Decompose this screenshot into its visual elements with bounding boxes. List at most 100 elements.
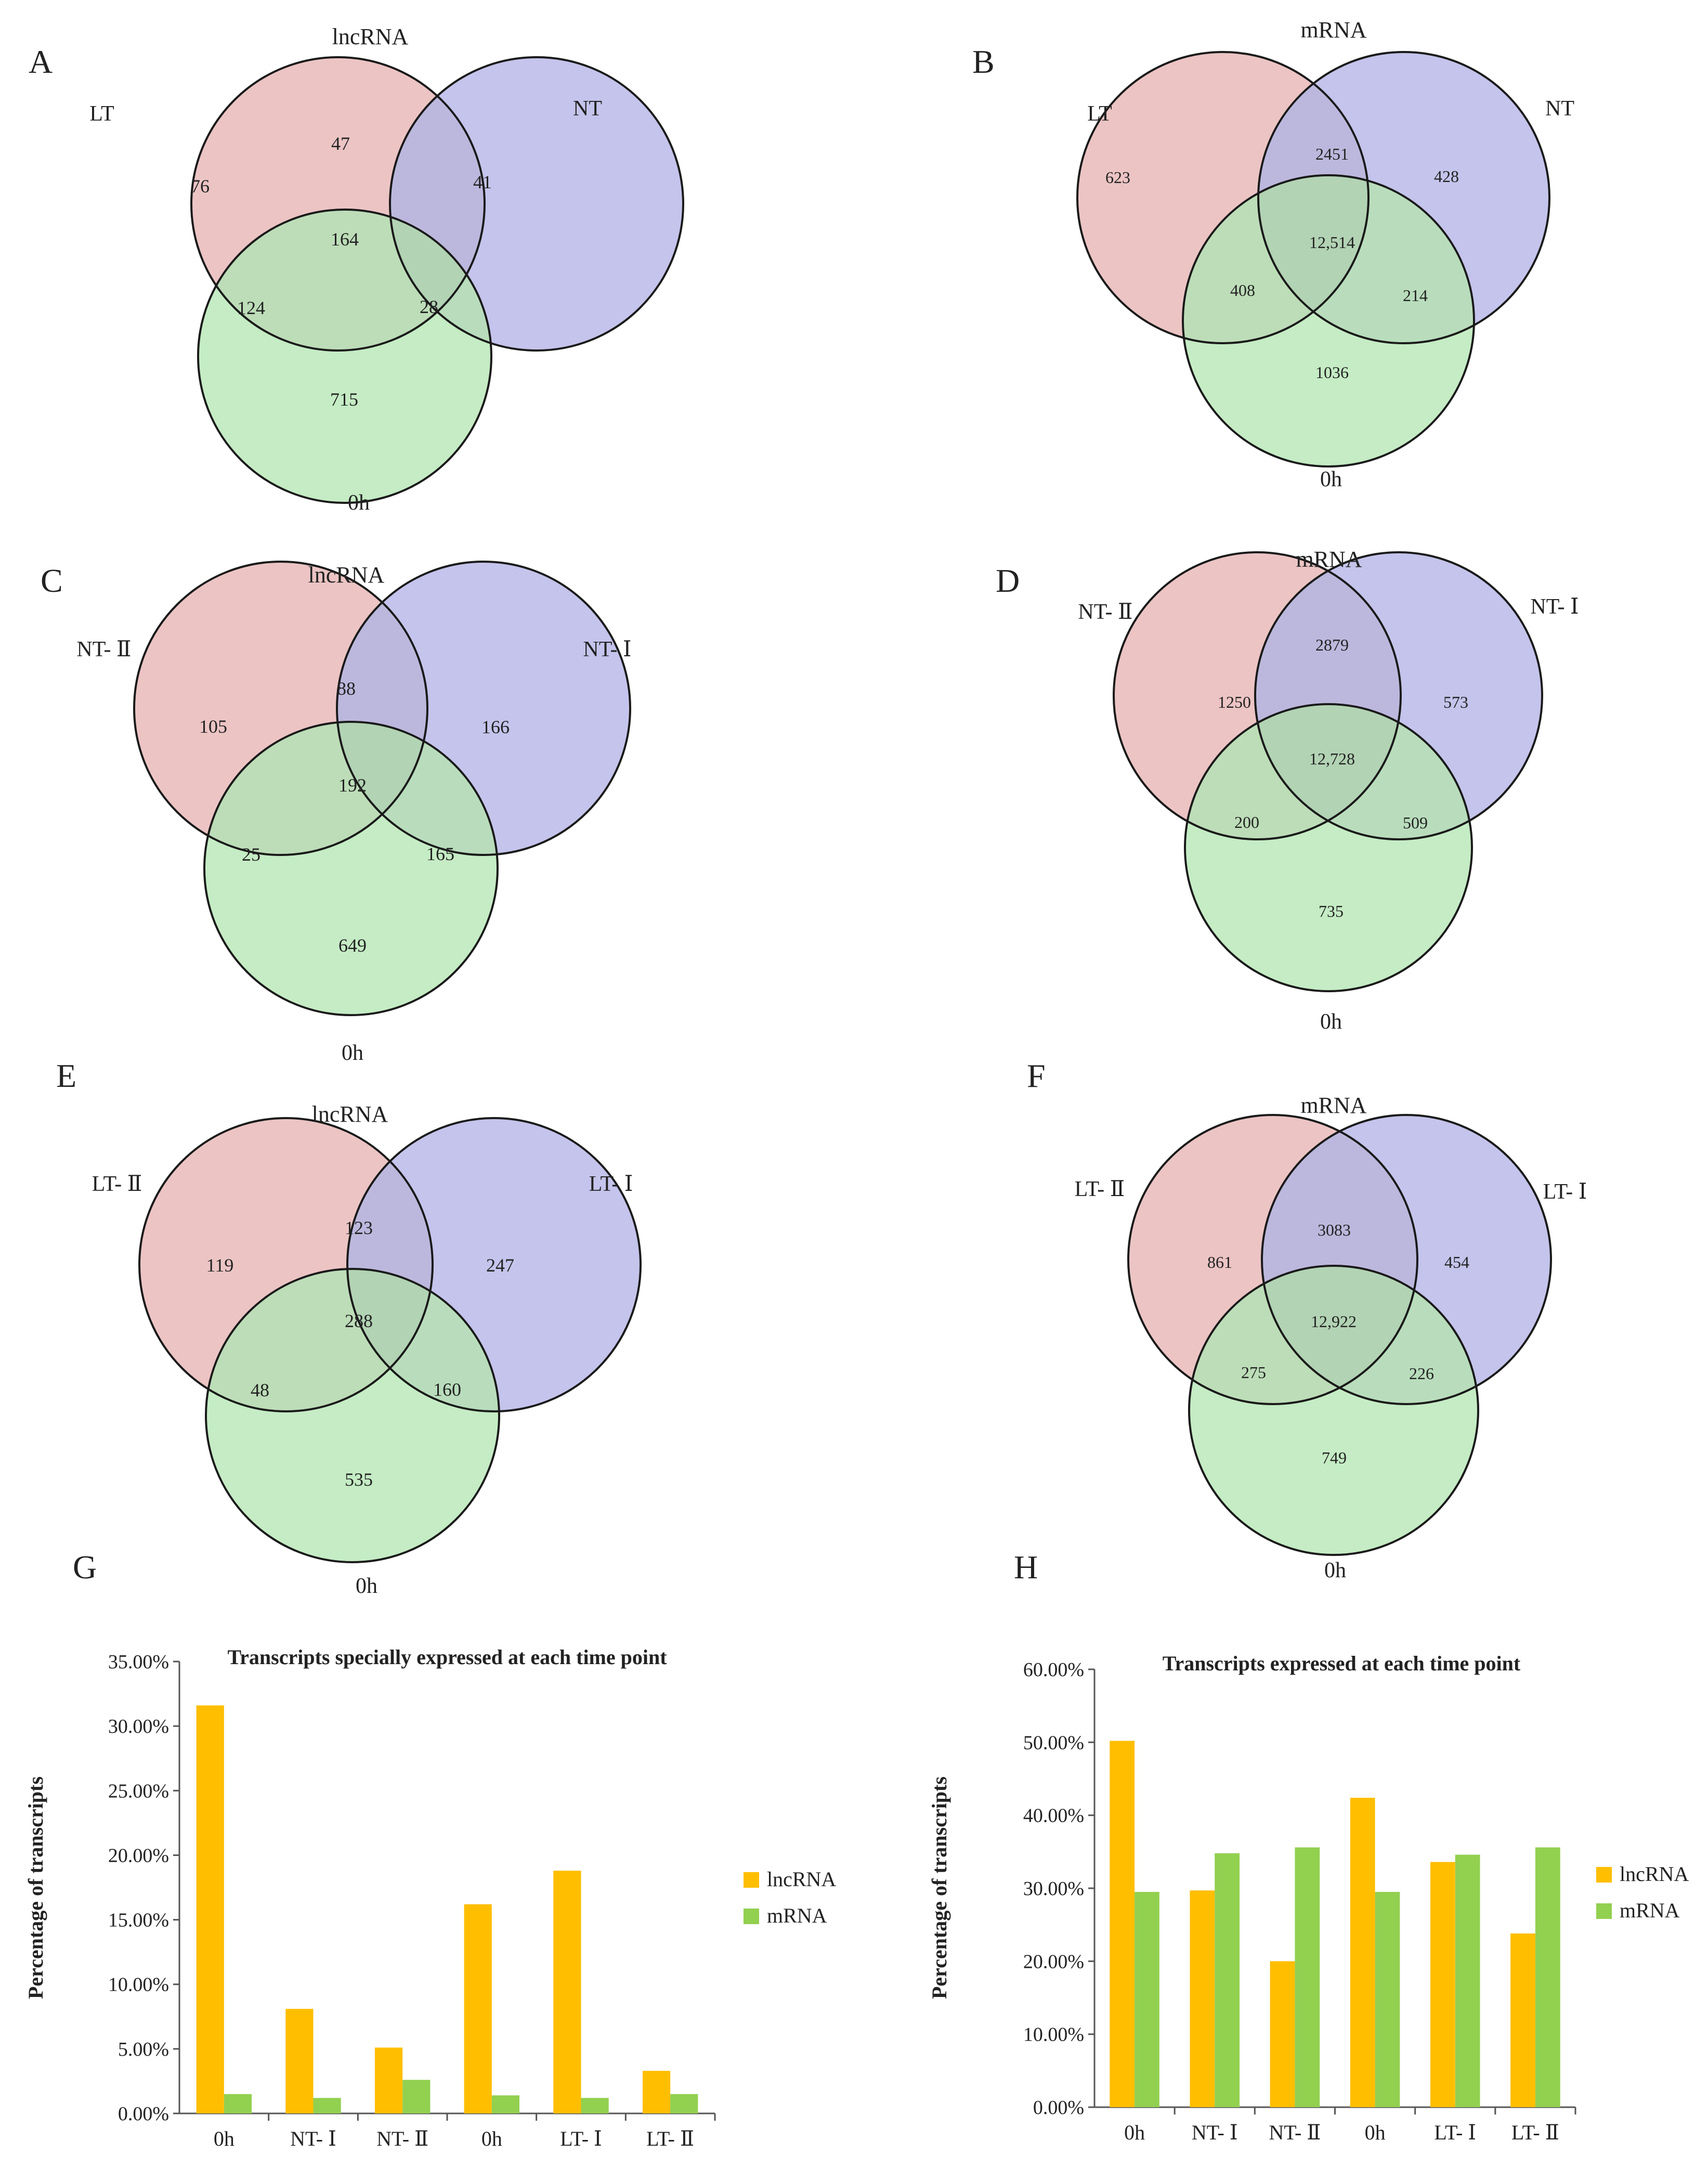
bar-mrna — [1455, 1854, 1480, 2107]
region-count-right-bottom: 160 — [433, 1379, 461, 1400]
bar-lncrna — [196, 1705, 224, 2113]
bar-chart-h: H Transcripts expressed at each time poin… — [928, 1549, 1689, 2144]
region-count-bottom-only: 1036 — [1315, 363, 1349, 382]
panel-letter: H — [1014, 1549, 1038, 1586]
y-tick-label: 0.00% — [118, 2103, 169, 2125]
venn-circle-outline — [1257, 51, 1550, 344]
region-count-left-bottom: 408 — [1230, 281, 1255, 300]
venn-circle-tint — [1183, 175, 1474, 466]
venn-circle-outline — [1182, 174, 1475, 468]
venn-circle-tint — [1258, 52, 1549, 343]
bar-mrna — [670, 2094, 698, 2113]
region-count-right-bottom: 509 — [1403, 813, 1428, 832]
venn-circle-tint — [1189, 1266, 1478, 1555]
region-count-right-bottom: 226 — [1409, 1364, 1434, 1383]
venn-circle-outline — [190, 56, 486, 352]
x-tick-label: NT- Ⅱ — [1269, 2121, 1321, 2144]
venn-circle-bottom — [198, 210, 491, 503]
y-tick-label: 25.00% — [108, 1780, 169, 1802]
bar-lncrna — [553, 1871, 581, 2113]
region-count-right-only: 428 — [1434, 167, 1459, 186]
region-count-left-bottom: 275 — [1241, 1363, 1266, 1382]
venn-circle-tint — [206, 1269, 499, 1562]
x-tick-label: 0h — [481, 2127, 502, 2150]
set-label-right: NT- Ⅰ — [1530, 595, 1579, 619]
x-tick-label: 0h — [1124, 2121, 1145, 2144]
venn-circle-outline — [205, 1268, 500, 1563]
venn-circle-outline — [203, 721, 499, 1016]
region-count-right-only: 454 — [1444, 1253, 1469, 1271]
venn-circle-bottom — [1183, 175, 1474, 466]
region-count-left-only: 623 — [1105, 168, 1130, 187]
panel-letter: A — [29, 43, 53, 80]
legend-swatch-lncrna — [1596, 1867, 1612, 1883]
legend-swatch-lncrna — [744, 1872, 759, 1888]
y-tick-label: 20.00% — [1023, 1951, 1084, 1973]
venn-circle-tint — [139, 1118, 433, 1411]
venn-circle-tint — [390, 57, 683, 351]
region-count-left-only: 105 — [199, 716, 227, 737]
region-count-center: 192 — [338, 775, 367, 796]
bar-mrna — [1215, 1853, 1240, 2107]
region-count-left-bottom: 124 — [237, 297, 265, 318]
set-label-bottom: 0h — [1320, 468, 1342, 491]
region-count-left-right: 3083 — [1318, 1221, 1351, 1239]
bar-lncrna — [642, 2071, 671, 2113]
panel-letter: F — [1027, 1057, 1046, 1094]
venn-circle-outline — [138, 1117, 434, 1412]
x-tick-label: 0h — [1365, 2121, 1386, 2144]
legend-label: mRNA — [1620, 1899, 1680, 1922]
venn-circle-bottom — [206, 1269, 499, 1562]
y-tick-label: 50.00% — [1023, 1732, 1084, 1754]
venn-circle-tint — [204, 722, 498, 1015]
x-tick-label: LT- Ⅱ — [1511, 2121, 1559, 2144]
region-count-center: 164 — [331, 229, 359, 250]
bar-mrna — [1375, 1892, 1400, 2107]
legend-label: mRNA — [767, 1904, 827, 1927]
region-count-bottom-only: 735 — [1319, 902, 1344, 920]
venn-circle-outline — [1076, 51, 1370, 344]
region-count-left-right: 47 — [331, 133, 350, 154]
y-tick-label: 35.00% — [108, 1651, 169, 1673]
y-tick-label: 0.00% — [1033, 2097, 1084, 2119]
region-count-right-bottom: 214 — [1403, 286, 1428, 305]
set-label-left: NT- Ⅱ — [76, 638, 131, 661]
panel-letter: E — [56, 1057, 76, 1094]
region-count-center: 12,514 — [1309, 233, 1355, 252]
legend-label: lncRNA — [767, 1867, 836, 1891]
set-label-right: NT — [1545, 97, 1574, 121]
region-count-left-only: 861 — [1207, 1253, 1232, 1271]
venn-circle-bottom — [1189, 1266, 1478, 1555]
y-axis-label: Percentage of transcripts — [928, 1776, 951, 1999]
set-label-left: LT- Ⅱ — [92, 1172, 142, 1196]
set-label-bottom: 0h — [1320, 1010, 1342, 1034]
y-axis-label: Percentage of transcripts — [24, 1776, 47, 1999]
panel-letter: B — [972, 43, 995, 80]
legend-swatch-mrna — [744, 1909, 759, 1924]
venn-circle-tint — [198, 210, 491, 503]
y-tick-label: 30.00% — [108, 1716, 169, 1737]
set-label-right: NT — [573, 97, 602, 121]
venn-circle-outline — [1261, 1114, 1552, 1405]
bar-lncrna — [1190, 1890, 1215, 2107]
bar-mrna — [1135, 1892, 1159, 2107]
bar-mrna — [224, 2094, 252, 2113]
bar-mrna — [313, 2098, 341, 2113]
y-tick-label: 30.00% — [1023, 1878, 1084, 1900]
region-count-center: 12,728 — [1309, 749, 1355, 768]
region-count-right-bottom: 28 — [420, 296, 438, 317]
x-tick-label: NT- Ⅰ — [1192, 2121, 1238, 2144]
bar-lncrna — [1110, 1741, 1135, 2107]
panel-letter: D — [996, 562, 1020, 599]
bar-lncrna — [1350, 1797, 1375, 2107]
venn-circle-tint — [1255, 552, 1542, 839]
venn-circle-outline — [133, 561, 428, 856]
venn-title: mRNA — [1300, 17, 1366, 43]
region-count-left-bottom: 48 — [251, 1380, 269, 1400]
region-count-left-only: 76 — [191, 176, 210, 197]
set-label-right: LT- Ⅰ — [1543, 1180, 1587, 1204]
venn-circle-outline — [389, 56, 684, 352]
